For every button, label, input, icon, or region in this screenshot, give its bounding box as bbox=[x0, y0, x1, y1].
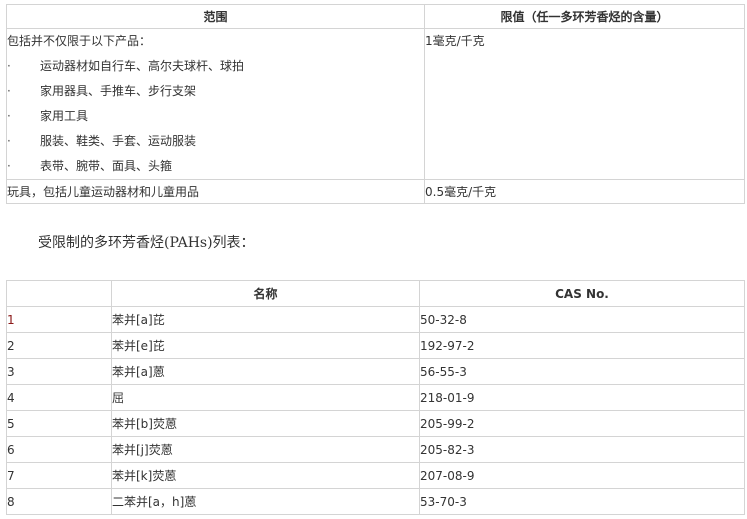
scope-cell: 玩具，包括儿童运动器材和儿童用品 bbox=[6, 179, 425, 204]
table-header-row: 名称 CAS No. bbox=[6, 280, 745, 307]
pah-list-intro: 受限制的多环芳香烃(PAHs)列表： bbox=[38, 235, 255, 251]
index-cell: 3 bbox=[6, 358, 112, 385]
name-cell: 苯并[b]荧蒽 bbox=[111, 410, 420, 437]
name-cell: 屈 bbox=[111, 384, 420, 411]
table-row: 8 二苯并[a，h]蒽 53-70-3 bbox=[6, 488, 745, 515]
limit-cell: 0.5毫克/千克 bbox=[424, 179, 745, 204]
index-cell: 6 bbox=[6, 436, 112, 463]
index-cell: 4 bbox=[6, 384, 112, 411]
cas-cell: 50-32-8 bbox=[419, 306, 745, 333]
table-row: 2 苯并[e]芘 192-97-2 bbox=[6, 332, 745, 359]
table-row: 玩具，包括儿童运动器材和儿童用品 0.5毫克/千克 bbox=[6, 179, 745, 204]
name-cell: 苯并[k]荧蒽 bbox=[111, 462, 420, 489]
scope-cell: 包括并不仅限于以下产品： · 运动器材如自行车、高尔夫球杆、球拍 · 家用器具、手推车… bbox=[6, 28, 425, 180]
list-item: · 表带、腕带、面具、头箍 bbox=[7, 154, 424, 179]
bullet: · bbox=[7, 84, 11, 98]
bullet: · bbox=[7, 109, 11, 123]
pah-table: 名称 CAS No. 1 苯并[a]芘 50-32-8 2 苯并[e]芘 192-97-2… bbox=[6, 280, 745, 515]
table-header-row: 范围 限值（任一多环芳香烃的含量） bbox=[6, 4, 745, 29]
table-row: 4 屈 218-01-9 bbox=[6, 384, 745, 411]
item-text: 家用工具 bbox=[40, 109, 89, 123]
table-row: 1 苯并[a]芘 50-32-8 bbox=[6, 306, 745, 333]
index-cell: 7 bbox=[6, 462, 112, 489]
item-text: 运动器材如自行车、高尔夫球杆、球拍 bbox=[40, 59, 245, 73]
cas-cell: 207-08-9 bbox=[419, 462, 745, 489]
name-cell: 苯并[j]荧蒽 bbox=[111, 436, 420, 463]
cas-cell: 56-55-3 bbox=[419, 358, 745, 385]
bullet: · bbox=[7, 134, 11, 148]
table-row: 6 苯并[j]荧蒽 205-82-3 bbox=[6, 436, 745, 463]
item-text: 家用器具、手推车、步行支架 bbox=[40, 84, 197, 98]
bullet: · bbox=[7, 159, 11, 173]
limit-value: 1毫克/千克 bbox=[425, 34, 485, 48]
table-row: 3 苯并[a]蒽 56-55-3 bbox=[6, 358, 745, 385]
table-row: 7 苯并[k]荧蒽 207-08-9 bbox=[6, 462, 745, 489]
cas-cell: 218-01-9 bbox=[419, 384, 745, 411]
scope-intro: 包括并不仅限于以下产品： bbox=[7, 34, 152, 48]
table-row: 包括并不仅限于以下产品： · 运动器材如自行车、高尔夫球杆、球拍 · 家用器具、手推车… bbox=[6, 28, 745, 180]
cas-cell: 53-70-3 bbox=[419, 488, 745, 515]
name-cell: 苯并[e]芘 bbox=[111, 332, 420, 359]
index-cell: 2 bbox=[6, 332, 112, 359]
header-cas: CAS No. bbox=[419, 280, 745, 307]
list-item: · 家用器具、手推车、步行支架 bbox=[7, 79, 424, 104]
name-cell: 二苯并[a，h]蒽 bbox=[111, 488, 420, 515]
index-cell: 1 bbox=[6, 306, 112, 333]
cas-cell: 192-97-2 bbox=[419, 332, 745, 359]
list-item: · 家用工具 bbox=[7, 104, 424, 129]
index-cell: 5 bbox=[6, 410, 112, 437]
header-limit: 限值（任一多环芳香烃的含量） bbox=[424, 4, 745, 29]
header-name: 名称 bbox=[111, 280, 420, 307]
limits-table: 范围 限值（任一多环芳香烃的含量） 包括并不仅限于以下产品： · 运动器材如自行车… bbox=[6, 4, 745, 204]
index-cell: 8 bbox=[6, 488, 112, 515]
cas-cell: 205-82-3 bbox=[419, 436, 745, 463]
table-row: 5 苯并[b]荧蒽 205-99-2 bbox=[6, 410, 745, 437]
item-text: 服装、鞋类、手套、运动服装 bbox=[40, 134, 197, 148]
item-text: 表带、腕带、面具、头箍 bbox=[40, 159, 173, 173]
cas-cell: 205-99-2 bbox=[419, 410, 745, 437]
list-item: · 运动器材如自行车、高尔夫球杆、球拍 bbox=[7, 54, 424, 79]
bullet: · bbox=[7, 59, 11, 73]
name-cell: 苯并[a]蒽 bbox=[111, 358, 420, 385]
header-scope: 范围 bbox=[6, 4, 425, 29]
header-index bbox=[6, 280, 112, 307]
list-item: · 服装、鞋类、手套、运动服装 bbox=[7, 129, 424, 154]
limit-cell: 1毫克/千克 bbox=[424, 28, 745, 180]
name-cell: 苯并[a]芘 bbox=[111, 306, 420, 333]
